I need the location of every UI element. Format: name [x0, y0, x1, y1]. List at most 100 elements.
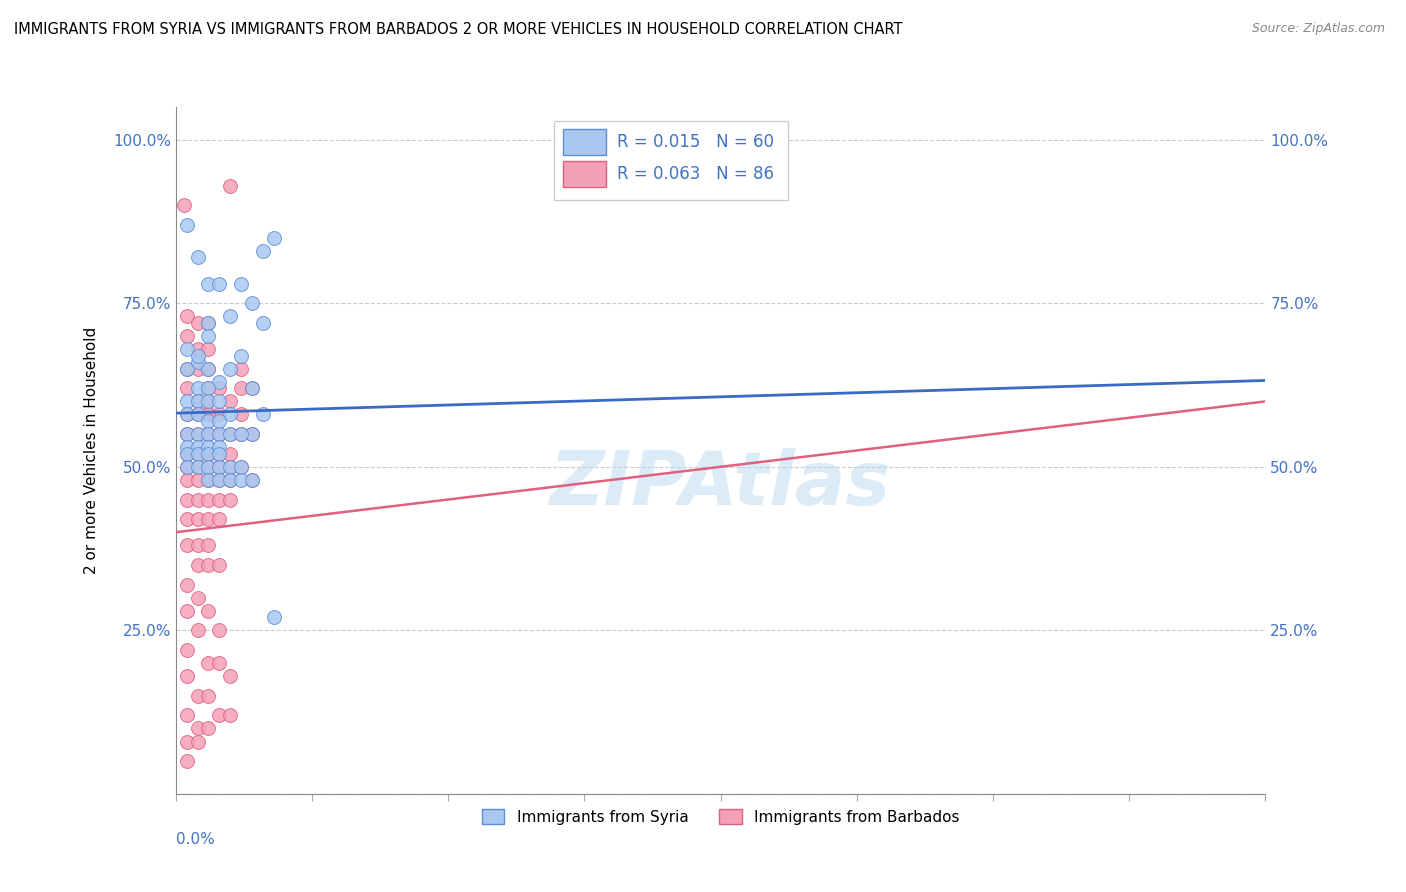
Point	[186, 408, 209, 422]
Point	[219, 473, 242, 487]
Point	[186, 624, 209, 638]
Point	[240, 427, 263, 442]
Point	[208, 656, 231, 670]
Point	[186, 355, 209, 369]
Point	[186, 459, 209, 474]
Point	[186, 447, 209, 461]
Point	[208, 427, 231, 442]
Point	[176, 734, 198, 748]
FancyBboxPatch shape	[562, 129, 606, 155]
Point	[240, 381, 263, 395]
Point	[186, 251, 209, 265]
Legend: Immigrants from Syria, Immigrants from Barbados: Immigrants from Syria, Immigrants from B…	[475, 803, 966, 830]
Point	[176, 447, 198, 461]
Point	[219, 361, 242, 376]
Point	[208, 381, 231, 395]
Point	[186, 689, 209, 703]
Point	[208, 375, 231, 389]
Point	[186, 427, 209, 442]
Point	[197, 408, 219, 422]
Point	[186, 381, 209, 395]
Point	[197, 473, 219, 487]
Point	[176, 381, 198, 395]
Point	[186, 558, 209, 572]
Point	[197, 427, 219, 442]
Point	[186, 440, 209, 454]
Point	[208, 492, 231, 507]
Text: 0.0%: 0.0%	[176, 831, 215, 847]
Point	[219, 459, 242, 474]
Point	[231, 408, 253, 422]
Point	[186, 342, 209, 356]
Point	[263, 610, 285, 624]
Point	[197, 512, 219, 526]
Point	[176, 447, 198, 461]
Text: R = 0.015   N = 60: R = 0.015 N = 60	[617, 133, 775, 151]
Point	[176, 342, 198, 356]
Point	[231, 459, 253, 474]
Point	[252, 408, 274, 422]
Point	[231, 361, 253, 376]
Point	[208, 414, 231, 428]
Point	[219, 394, 242, 409]
Point	[176, 459, 198, 474]
Point	[176, 427, 198, 442]
Point	[176, 459, 198, 474]
Point	[176, 361, 198, 376]
Point	[197, 459, 219, 474]
Point	[231, 277, 253, 291]
Point	[208, 512, 231, 526]
Point	[252, 244, 274, 258]
Point	[186, 394, 209, 409]
Point	[186, 427, 209, 442]
Point	[197, 427, 219, 442]
Point	[176, 329, 198, 343]
Point	[197, 447, 219, 461]
Point	[176, 473, 198, 487]
Point	[208, 408, 231, 422]
Point	[231, 381, 253, 395]
Point	[197, 440, 219, 454]
Point	[186, 447, 209, 461]
Point	[208, 427, 231, 442]
Point	[186, 349, 209, 363]
FancyBboxPatch shape	[554, 120, 789, 200]
Point	[219, 408, 242, 422]
Point	[176, 754, 198, 768]
Text: Source: ZipAtlas.com: Source: ZipAtlas.com	[1251, 22, 1385, 36]
Point	[231, 427, 253, 442]
Point	[208, 708, 231, 723]
Point	[231, 427, 253, 442]
Point	[219, 473, 242, 487]
Point	[240, 427, 263, 442]
Point	[197, 604, 219, 618]
Point	[197, 381, 219, 395]
Point	[186, 316, 209, 330]
Point	[186, 459, 209, 474]
Point	[240, 473, 263, 487]
Point	[263, 231, 285, 245]
Point	[208, 440, 231, 454]
Point	[176, 643, 198, 657]
Point	[197, 492, 219, 507]
Point	[186, 394, 209, 409]
Point	[197, 394, 219, 409]
Point	[197, 689, 219, 703]
Point	[176, 440, 198, 454]
Point	[176, 512, 198, 526]
Point	[208, 459, 231, 474]
Point	[197, 408, 219, 422]
Point	[197, 656, 219, 670]
Point	[219, 427, 242, 442]
Point	[186, 591, 209, 605]
Point	[176, 577, 198, 591]
Point	[176, 361, 198, 376]
Point	[176, 708, 198, 723]
Point	[186, 512, 209, 526]
Point	[176, 604, 198, 618]
Point	[197, 722, 219, 736]
Point	[176, 408, 198, 422]
Point	[186, 408, 209, 422]
Point	[219, 708, 242, 723]
Point	[231, 473, 253, 487]
